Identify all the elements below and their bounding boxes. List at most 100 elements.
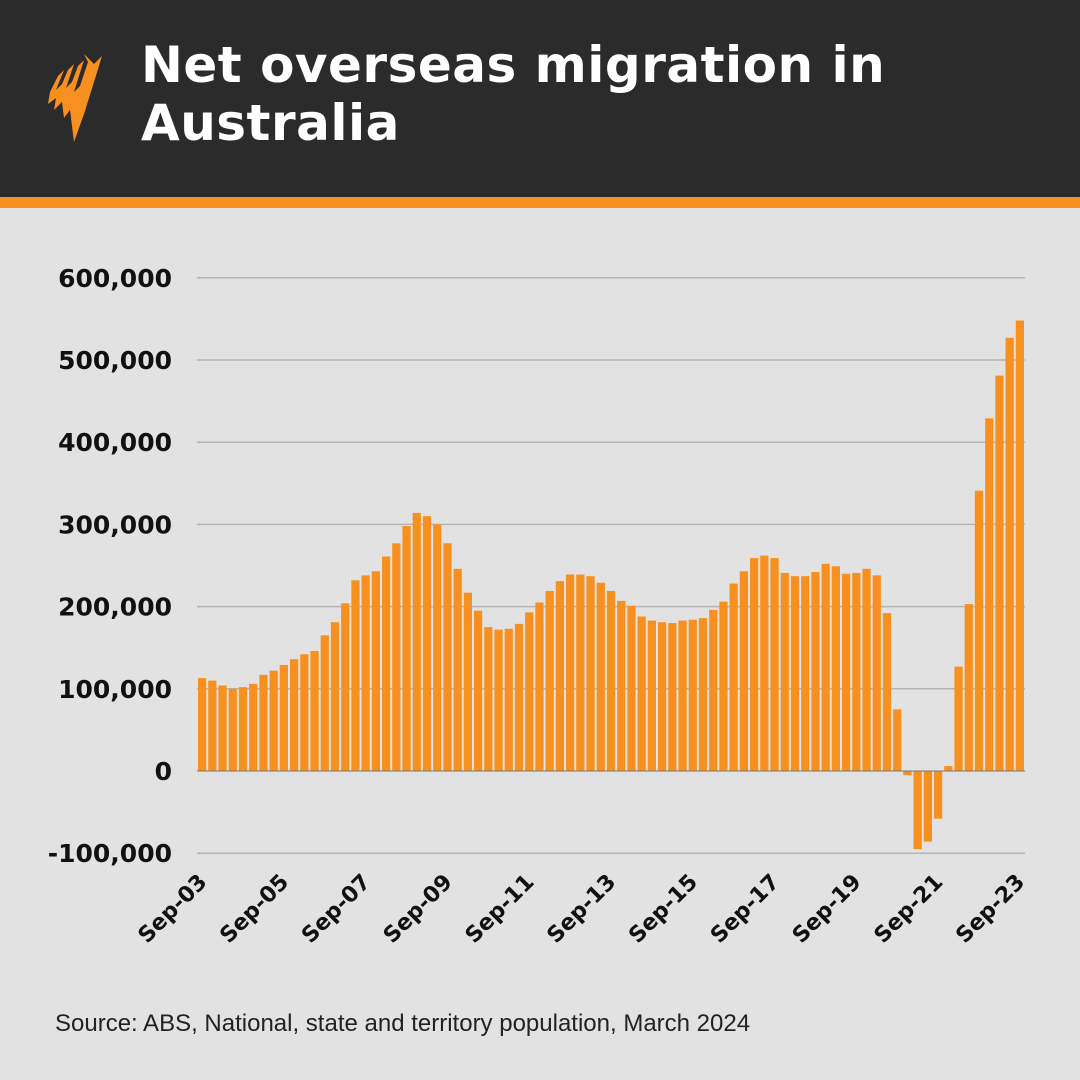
x-tick-label: Sep-03 — [134, 870, 213, 949]
x-tick-label: Sep-17 — [706, 870, 785, 949]
bar — [238, 687, 248, 771]
bar — [698, 618, 708, 771]
bar — [443, 543, 452, 771]
bar — [402, 526, 411, 771]
x-tick-label: Sep-07 — [297, 870, 376, 949]
bar — [535, 602, 544, 771]
bar — [801, 576, 810, 771]
bar — [351, 580, 360, 771]
bar — [627, 605, 636, 771]
bar — [750, 558, 759, 771]
bar — [852, 572, 861, 771]
bar — [228, 688, 237, 771]
bar — [484, 627, 493, 771]
bar — [719, 601, 728, 771]
sbs-logo-icon — [48, 54, 102, 142]
accent-stripe — [0, 197, 1080, 208]
x-tick-label: Sep-13 — [543, 870, 622, 949]
x-tick-label: Sep-09 — [379, 870, 458, 949]
y-tick-label: 0 — [155, 757, 172, 786]
y-tick-label: 100,000 — [58, 675, 172, 704]
bar — [647, 620, 656, 771]
bar — [290, 659, 299, 771]
bar — [341, 603, 350, 771]
bar — [606, 590, 616, 771]
bar — [872, 575, 881, 771]
x-tick-label: Sep-11 — [461, 870, 540, 949]
bar — [780, 572, 789, 771]
bar — [995, 375, 1004, 771]
bar — [974, 490, 984, 771]
source-note: Source: ABS, National, state and territo… — [55, 1010, 751, 1037]
bar — [688, 619, 697, 771]
bar — [760, 555, 769, 771]
bar — [596, 582, 605, 771]
bar — [525, 612, 534, 771]
bar — [842, 573, 851, 771]
bar — [923, 771, 932, 842]
y-tick-label: 200,000 — [58, 593, 172, 622]
bar — [811, 572, 820, 771]
bar — [617, 600, 626, 771]
bar — [821, 563, 830, 771]
bar — [463, 592, 472, 771]
bar — [964, 604, 973, 771]
bar — [1015, 320, 1024, 771]
bar — [770, 558, 779, 771]
bar — [453, 568, 462, 771]
bar — [514, 623, 524, 771]
bar — [882, 613, 892, 771]
bar — [433, 524, 442, 771]
bar — [709, 609, 718, 771]
bar — [474, 610, 483, 771]
bar — [300, 654, 309, 771]
bar — [637, 616, 646, 771]
bar — [944, 766, 953, 771]
bar — [330, 622, 340, 771]
bar — [198, 678, 207, 771]
x-tick-label: Sep-23 — [951, 870, 1030, 949]
y-tick-label: 400,000 — [58, 428, 172, 457]
bar — [259, 674, 268, 771]
bar — [658, 622, 667, 771]
x-tick-label: Sep-05 — [215, 870, 294, 949]
bar — [831, 566, 840, 771]
x-tick-label: Sep-19 — [788, 870, 867, 949]
bar — [954, 666, 963, 771]
bar — [504, 628, 513, 771]
bar — [218, 685, 227, 771]
bar — [382, 556, 391, 771]
bar — [790, 576, 800, 771]
bar — [371, 571, 380, 771]
bar — [269, 670, 278, 771]
bar — [893, 709, 902, 771]
bar — [586, 576, 595, 771]
bar — [729, 583, 738, 771]
bar — [279, 664, 288, 771]
x-tick-label: Sep-21 — [870, 870, 949, 949]
bar — [903, 771, 912, 776]
bar — [555, 581, 564, 771]
bar — [739, 571, 748, 771]
bar — [913, 771, 922, 850]
bar — [668, 623, 677, 771]
bar — [576, 574, 585, 771]
y-tick-label: 300,000 — [58, 510, 172, 539]
bar — [862, 568, 871, 771]
bar-chart: 600,000 500,000 400,000 300,000 200,000 100,0… — [48, 264, 1030, 949]
x-tick-label: Sep-15 — [624, 870, 703, 949]
bar — [566, 574, 575, 771]
bar — [361, 575, 370, 771]
bar — [320, 635, 329, 771]
bar — [985, 418, 994, 771]
y-tick-label: 500,000 — [58, 346, 172, 375]
bar — [422, 516, 432, 771]
bar — [1005, 337, 1014, 771]
bar — [545, 590, 554, 771]
bar — [392, 543, 401, 771]
y-tick-label: 600,000 — [58, 264, 172, 293]
bar — [310, 650, 319, 771]
y-tick-label: -100,000 — [48, 839, 172, 868]
bar — [249, 683, 258, 771]
chart-title: Net overseas migration in Australia — [141, 36, 886, 152]
